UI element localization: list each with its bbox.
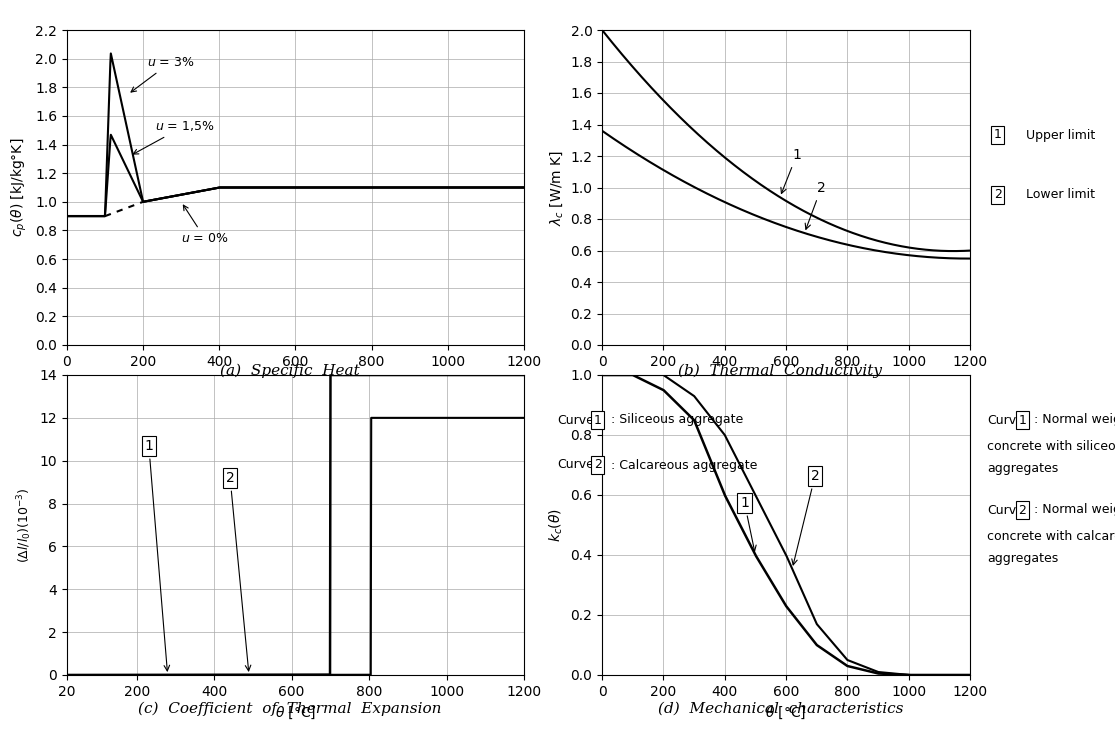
Text: (b)  Thermal  Conductivity: (b) Thermal Conductivity (679, 364, 882, 379)
Text: (c)  Coefficient  of  Thermal  Expansion: (c) Coefficient of Thermal Expansion (138, 701, 442, 716)
Text: Curve: Curve (558, 413, 594, 427)
Text: 1: 1 (144, 439, 169, 671)
Text: 2: 2 (792, 469, 820, 565)
Y-axis label: $(\Delta l/l_0)(10^{-3})$: $(\Delta l/l_0)(10^{-3})$ (16, 488, 33, 562)
Text: Upper limit: Upper limit (1026, 128, 1095, 142)
Text: concrete with calcareous: concrete with calcareous (987, 530, 1115, 543)
Text: (d)  Mechanical  characteristics: (d) Mechanical characteristics (658, 702, 903, 715)
X-axis label: $\theta$ [°C]: $\theta$ [°C] (766, 704, 806, 721)
Text: 1: 1 (740, 496, 756, 551)
Y-axis label: $k_c(\theta)$: $k_c(\theta)$ (547, 508, 565, 542)
Text: : Siliceous aggregate: : Siliceous aggregate (611, 413, 744, 427)
Y-axis label: $\lambda_c$ [W/m K]: $\lambda_c$ [W/m K] (547, 149, 564, 226)
Text: Curve: Curve (987, 413, 1024, 427)
Y-axis label: $c_p(\theta)$ [kJ/kg°K]: $c_p(\theta)$ [kJ/kg°K] (10, 138, 29, 237)
Text: 1: 1 (993, 128, 1002, 142)
Text: $u$ = 0%: $u$ = 0% (181, 206, 229, 245)
Text: 2: 2 (1018, 503, 1027, 517)
Text: Lower limit: Lower limit (1026, 188, 1095, 202)
Text: 1: 1 (593, 413, 602, 427)
Text: Curve: Curve (987, 503, 1024, 517)
Text: (a)  Specific  Heat: (a) Specific Heat (220, 364, 360, 379)
Text: : Calcareous aggregate: : Calcareous aggregate (611, 458, 757, 472)
Text: $u$ = 1,5%: $u$ = 1,5% (134, 119, 214, 154)
Text: concrete with siliceous: concrete with siliceous (987, 440, 1115, 453)
Text: 2: 2 (993, 188, 1002, 202)
Text: 2: 2 (593, 458, 602, 472)
Text: aggregates: aggregates (987, 462, 1058, 476)
Text: 1: 1 (1018, 413, 1027, 427)
Text: : Normal weight: : Normal weight (1030, 503, 1115, 517)
X-axis label: $\theta$ [°C]: $\theta$ [°C] (766, 374, 806, 391)
Text: 2: 2 (805, 182, 825, 230)
Text: Curve: Curve (558, 458, 594, 472)
Text: 2: 2 (225, 471, 251, 671)
X-axis label: $\theta$ [°C]: $\theta$ [°C] (275, 704, 316, 721)
Text: 1: 1 (780, 148, 801, 194)
Text: : Normal weight: : Normal weight (1030, 413, 1115, 427)
Text: aggregates: aggregates (987, 552, 1058, 566)
X-axis label: $\theta$ [°C]: $\theta$ [°C] (275, 374, 316, 391)
Text: $u$ = 3%: $u$ = 3% (132, 56, 194, 92)
